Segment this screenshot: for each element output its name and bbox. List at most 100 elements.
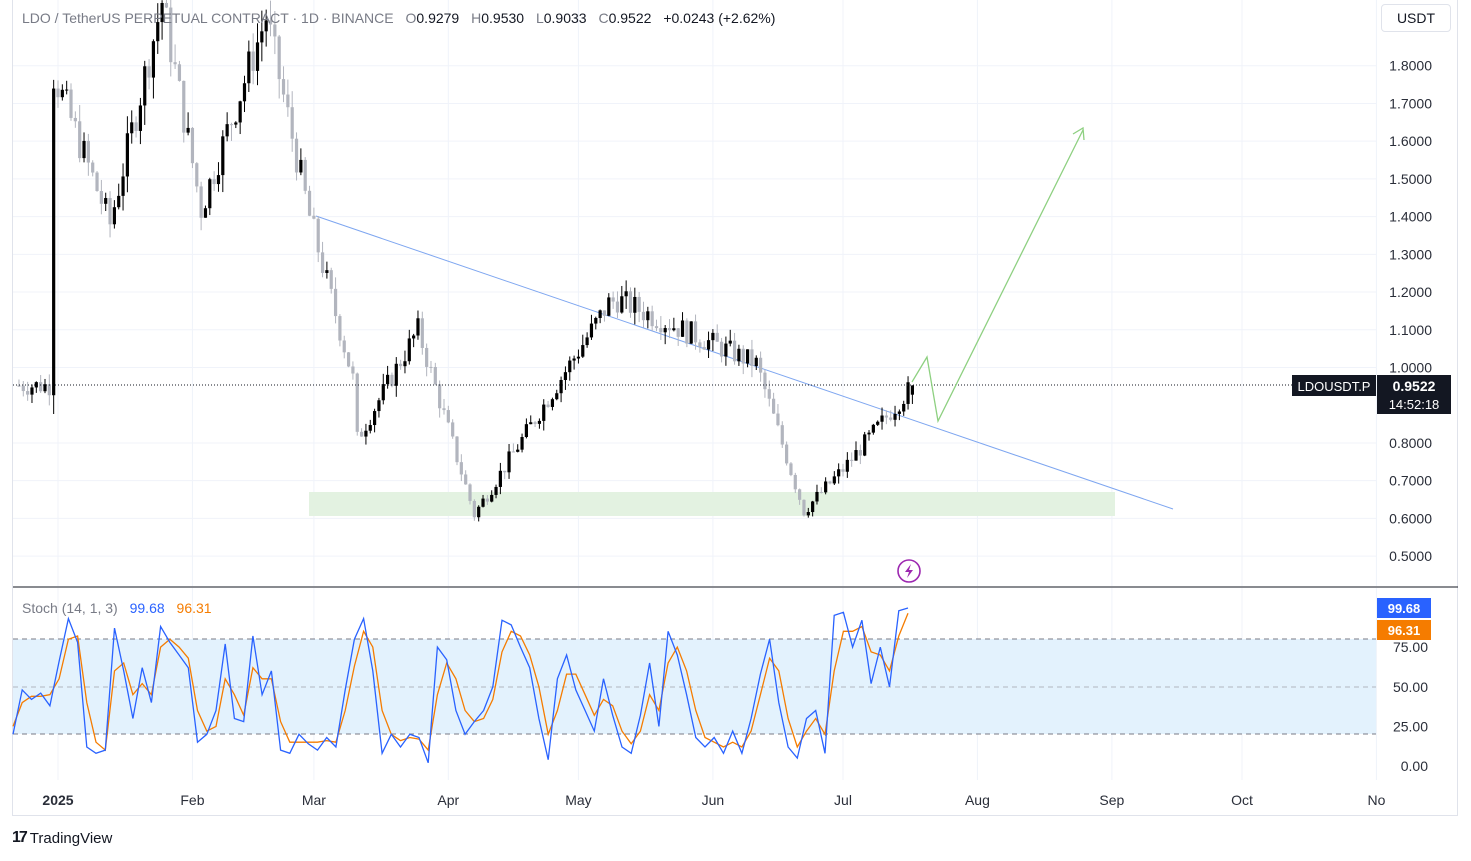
candle-body: [346, 352, 351, 367]
candle-body: [758, 357, 763, 373]
svg-text:99.68: 99.68: [1388, 601, 1421, 616]
candle-body: [563, 372, 568, 380]
candle-body: [412, 335, 416, 339]
candle-body: [585, 337, 589, 346]
candle-body: [268, 20, 273, 25]
svg-text:96.31: 96.31: [1388, 623, 1421, 638]
candle-body: [828, 481, 832, 484]
candle-body: [216, 175, 221, 185]
price-tick-label: 1.5000: [1389, 171, 1432, 187]
candle-body: [724, 343, 728, 357]
candle-body: [446, 410, 450, 423]
stoch-legend[interactable]: Stoch (14, 1, 3) 99.68 96.31: [22, 600, 212, 616]
candle-body: [620, 296, 624, 313]
candle-body: [732, 340, 737, 362]
stoch-tick-label: 75.00: [1393, 639, 1428, 655]
time-tick-label: Apr: [437, 792, 459, 808]
candle-body: [264, 20, 268, 32]
candle-body: [299, 159, 303, 173]
candle-body: [589, 323, 594, 338]
low-value: 0.9033: [544, 10, 587, 26]
candle-body: [390, 374, 394, 386]
candle-body: [125, 133, 129, 177]
candle-body: [793, 474, 797, 490]
currency-selector[interactable]: USDT: [1381, 4, 1451, 32]
candle-body: [464, 474, 468, 485]
candle-body: [338, 316, 342, 341]
candle-body: [451, 422, 455, 437]
symbol-legend[interactable]: LDO / TetherUS PERPETUAL CONTRACT · 1D ·…: [22, 10, 775, 26]
time-tick-label: Sep: [1099, 792, 1124, 808]
price-tick-label: 0.7000: [1389, 473, 1432, 489]
price-tick-label: 1.4000: [1389, 209, 1432, 225]
candle-body: [82, 140, 86, 159]
candle-body: [880, 415, 884, 422]
candle-body: [442, 408, 446, 411]
stoch-k-value: 99.68: [130, 600, 165, 616]
candle-body: [26, 391, 30, 395]
stoch-d-value: 96.31: [177, 600, 212, 616]
candle-body: [537, 420, 542, 424]
candle-body: [134, 122, 138, 131]
candle-body: [151, 41, 156, 78]
candle-body: [745, 349, 750, 364]
candle-body: [73, 117, 77, 122]
candle-body: [772, 398, 776, 414]
candle-body: [368, 425, 372, 431]
candle-body: [69, 89, 73, 118]
candle-body: [815, 491, 819, 502]
price-tick-label: 1.3000: [1389, 246, 1432, 262]
candle-body: [273, 24, 277, 37]
candle-body: [117, 195, 121, 208]
candle-body: [190, 127, 195, 164]
candle-body: [342, 340, 346, 353]
candle-body: [182, 80, 186, 133]
price-tick-label: 1.2000: [1389, 284, 1432, 300]
time-tick-label: Mar: [302, 792, 326, 808]
candle-body: [138, 105, 143, 131]
candle-body: [863, 434, 867, 456]
candle-body: [234, 122, 238, 125]
candle-body: [91, 162, 95, 173]
candle-body: [641, 311, 646, 321]
candle-body: [177, 64, 182, 81]
candle-body: [680, 320, 685, 337]
candle-body: [685, 320, 689, 344]
candle-body: [598, 310, 602, 318]
candle-body: [503, 470, 507, 473]
candle-body: [60, 89, 64, 98]
tradingview-logo[interactable]: 17 TradingView: [12, 829, 112, 847]
candle-body: [429, 366, 433, 368]
candle-body: [307, 190, 312, 216]
candle-body: [837, 469, 841, 477]
tradingview-icon: 17: [12, 829, 28, 846]
candle-body: [550, 399, 555, 407]
candle-body: [637, 296, 641, 312]
candle-body: [654, 326, 659, 329]
price-tick-label: 1.6000: [1389, 133, 1432, 149]
lightning-icon[interactable]: [897, 559, 921, 583]
candle-body: [650, 311, 654, 327]
candle-body: [294, 138, 299, 173]
candle-body: [607, 297, 611, 316]
candle-body: [303, 159, 307, 191]
candle-body: [706, 340, 711, 350]
price-tag-symbol: LDOUSDT.P: [1298, 379, 1371, 394]
candle-body: [147, 66, 151, 78]
candle-body: [373, 411, 377, 426]
price-tick-label: 1.8000: [1389, 58, 1432, 74]
candle-body: [65, 89, 69, 91]
grid: [13, 0, 1377, 780]
candle-body: [754, 357, 758, 366]
candle-body: [203, 208, 208, 218]
candle-body: [195, 163, 199, 187]
candle-body: [689, 321, 693, 344]
candle-body: [281, 79, 286, 95]
candle-body: [659, 328, 663, 333]
candle-body: [438, 384, 442, 409]
candle-body: [477, 506, 481, 518]
time-axis: 2025 Feb Mar Apr May Jun Jul Aug Sep Oct No: [42, 792, 1385, 808]
candle-body: [811, 501, 815, 513]
candle-body: [798, 489, 802, 500]
